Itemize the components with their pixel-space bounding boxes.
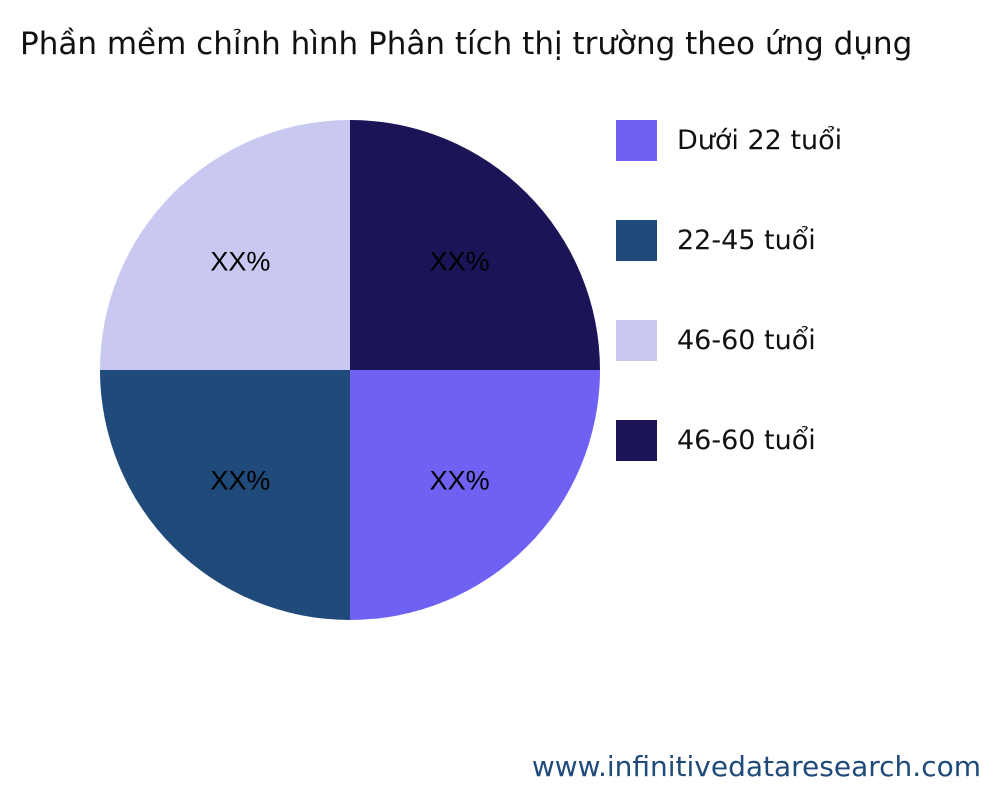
legend-label: 46-60 tuổi bbox=[677, 324, 816, 356]
legend-swatch bbox=[616, 219, 657, 261]
chart-title: Phần mềm chỉnh hình Phân tích thị trường… bbox=[20, 26, 913, 62]
slice-label: XX% bbox=[430, 246, 490, 276]
pie-slice bbox=[350, 120, 600, 370]
legend-swatch bbox=[616, 319, 657, 361]
legend-swatch bbox=[616, 119, 657, 161]
legend-label: Dưới 22 tuổi bbox=[677, 124, 843, 156]
legend-item: Dưới 22 tuổi bbox=[616, 119, 842, 161]
legend-label: 46-60 tuổi bbox=[677, 424, 816, 456]
footer-url: www.infinitivedataresearch.com bbox=[531, 750, 981, 783]
slice-label: XX% bbox=[210, 246, 270, 276]
pie-slice bbox=[100, 370, 350, 620]
slice-label: XX% bbox=[430, 466, 490, 496]
pie-slice bbox=[100, 120, 350, 370]
slice-label: XX% bbox=[210, 466, 270, 496]
legend-item: 46-60 tuổi bbox=[616, 319, 816, 361]
pie-slice bbox=[350, 370, 600, 620]
legend-item: 22-45 tuổi bbox=[616, 219, 816, 261]
legend-label: 22-45 tuổi bbox=[677, 224, 816, 256]
legend-swatch bbox=[616, 419, 657, 461]
legend-item: 46-60 tuổi bbox=[616, 419, 816, 461]
